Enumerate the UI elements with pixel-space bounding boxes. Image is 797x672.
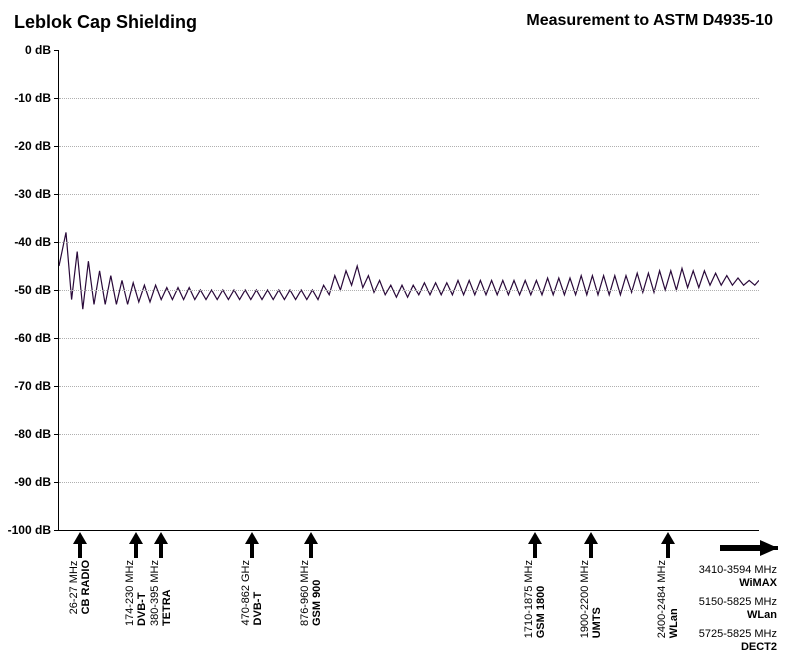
- y-axis-tick-label: -100 dB: [8, 523, 59, 537]
- high-freq-band-list: 3410-3594 MHzWiMAX 5150-5825 MHzWLan 5725-…: [699, 564, 777, 660]
- high-freq-band: 5150-5825 MHzWLan: [699, 596, 777, 622]
- up-arrow-icon: [662, 532, 674, 558]
- freq-marker-label: 1900-2200 MHzUMTS: [579, 560, 603, 638]
- up-arrow-icon: [74, 532, 86, 558]
- freq-marker: 470-862 GHzDVB-T: [246, 532, 258, 560]
- up-arrow-icon: [305, 532, 317, 558]
- high-freq-band: 3410-3594 MHzWiMAX: [699, 564, 777, 590]
- shielding-plot: 0 dB-10 dB-20 dB-30 dB-40 dB-50 dB-60 dB…: [58, 50, 759, 531]
- y-axis-tick-label: -50 dB: [14, 283, 59, 297]
- up-arrow-icon: [529, 532, 541, 558]
- y-axis-tick-label: -80 dB: [14, 427, 59, 441]
- y-axis-tick-label: -10 dB: [14, 91, 59, 105]
- freq-marker-label: 1710-1875 MHzGSM 1800: [523, 560, 547, 638]
- freq-marker-label: 876-960 MHzGSM 900: [299, 560, 323, 626]
- chart-title-right: Measurement to ASTM D4935-10: [526, 12, 773, 30]
- freq-marker-label: 2400-2484 MHzWLan: [656, 560, 680, 638]
- freq-marker-label: 470-862 GHzDVB-T: [240, 560, 264, 625]
- freq-marker: 2400-2484 MHzWLan: [662, 532, 674, 560]
- freq-marker-label: 174-230 MHzDVB-T: [124, 560, 148, 626]
- freq-marker: 876-960 MHzGSM 900: [305, 532, 317, 560]
- chart-title-left: Leblok Cap Shielding: [14, 12, 197, 33]
- y-axis-tick-label: -30 dB: [14, 187, 59, 201]
- freq-marker-label: 380-395 MHzTETRA: [149, 560, 173, 626]
- freq-marker: 1710-1875 MHzGSM 1800: [529, 532, 541, 560]
- up-arrow-icon: [246, 532, 258, 558]
- up-arrow-icon: [130, 532, 142, 558]
- high-freq-band: 5725-5825 MHzDECT2: [699, 628, 777, 654]
- y-axis-tick-label: -60 dB: [14, 331, 59, 345]
- y-axis-tick-label: -90 dB: [14, 475, 59, 489]
- freq-marker: 26-27 MHzCB RADIO: [74, 532, 86, 560]
- y-axis-tick-label: -20 dB: [14, 139, 59, 153]
- freq-marker: 174-230 MHzDVB-T: [130, 532, 142, 560]
- freq-marker: 1900-2200 MHzUMTS: [585, 532, 597, 560]
- freq-marker: 380-395 MHzTETRA: [155, 532, 167, 560]
- y-axis-tick-label: -70 dB: [14, 379, 59, 393]
- freq-marker-label: 26-27 MHzCB RADIO: [68, 560, 92, 614]
- up-arrow-icon: [155, 532, 167, 558]
- up-arrow-icon: [585, 532, 597, 558]
- y-axis-tick-label: -40 dB: [14, 235, 59, 249]
- high-freq-arrow-icon: [720, 540, 778, 556]
